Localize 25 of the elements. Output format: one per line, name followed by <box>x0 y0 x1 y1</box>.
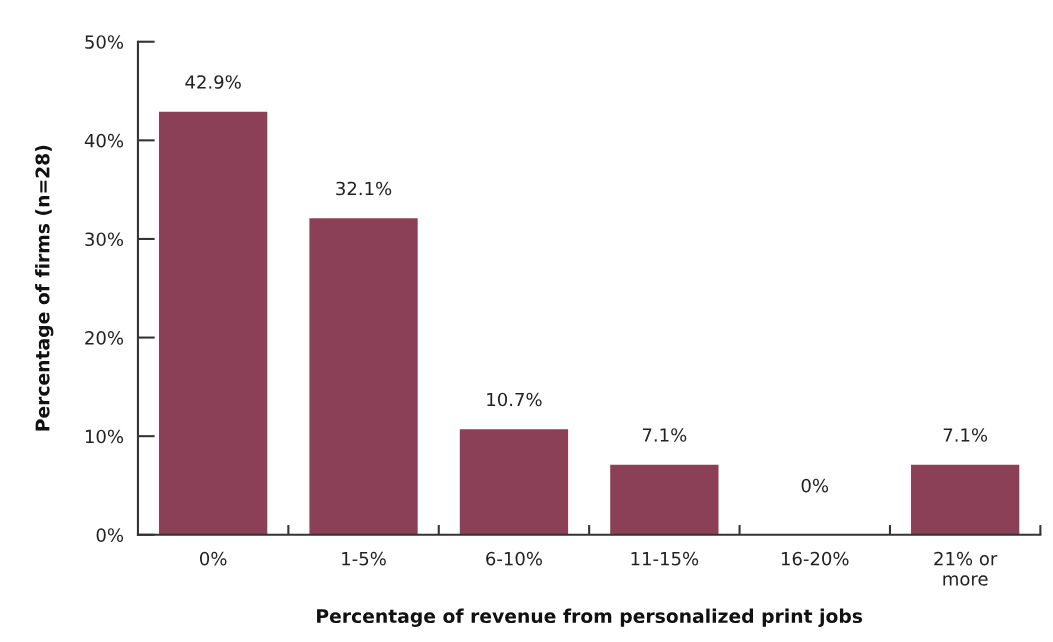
bar <box>459 429 569 535</box>
data-label: 0% <box>801 478 829 493</box>
data-label: 32.1% <box>336 181 392 196</box>
bar <box>309 218 418 535</box>
x-tick-label: 16-20% <box>781 551 849 566</box>
x-tick-label: 21% or more <box>934 551 998 586</box>
y-tick-label: 50% <box>85 35 124 49</box>
data-label: 42.9% <box>185 75 241 89</box>
x-tick-label: 0% <box>200 551 227 566</box>
y-tick-label: 0% <box>96 528 124 542</box>
data-label: 7.1% <box>642 428 687 442</box>
y-axis-title: Percentage of firms (n=28) <box>35 145 54 431</box>
x-tick-label: 1-5% <box>342 551 386 566</box>
data-label: 7.1% <box>943 428 988 442</box>
bar <box>911 464 1020 535</box>
y-tick-label: 30% <box>85 232 124 247</box>
data-label: 10.7% <box>487 392 542 407</box>
x-tick-label: 11-15% <box>631 551 699 566</box>
x-axis-title: Percentage of revenue from personalized print jobs <box>317 608 863 627</box>
x-tick-label: 6-10% <box>486 551 543 566</box>
y-tick-label: 10% <box>85 429 124 444</box>
y-tick-label: 40% <box>84 133 124 148</box>
y-tick-label: 20% <box>85 331 124 345</box>
bar <box>159 111 268 535</box>
bar <box>610 464 719 535</box>
